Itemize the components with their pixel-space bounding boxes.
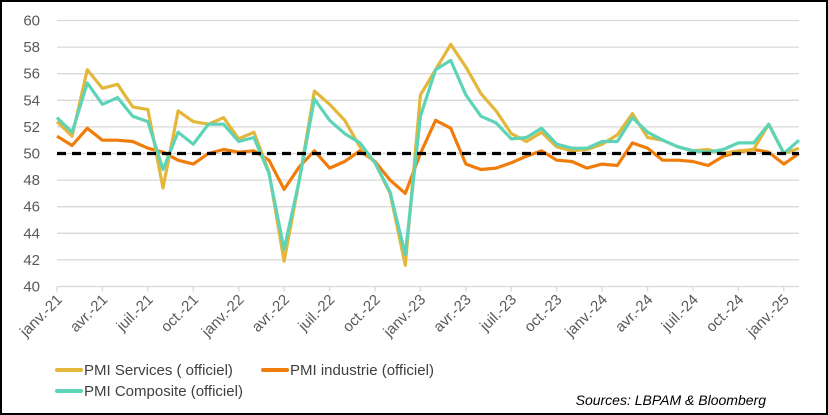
y-tick-label: 54 — [23, 92, 40, 109]
x-tick-label: avr.-24 — [612, 291, 656, 335]
x-tick-label: oct.-21 — [158, 291, 202, 335]
x-tick-label: oct.-24 — [703, 291, 747, 335]
x-tick-label: juil.-23 — [476, 291, 520, 335]
x-tick-label: janv.-21 — [16, 291, 66, 341]
x-tick-label: juil.-24 — [658, 291, 702, 335]
legend: PMI Services ( officiel) PMI industrie (o… — [55, 362, 434, 400]
x-tick-label: avr.-23 — [430, 291, 474, 335]
series-lines — [55, 42, 801, 267]
x-tick-label: oct.-22 — [339, 291, 383, 335]
x-tick-label: oct.-23 — [521, 291, 565, 335]
x-tick-label: janv.-23 — [380, 291, 430, 341]
x-tick-label: avr.-22 — [249, 291, 293, 335]
y-tick-label: 42 — [23, 252, 40, 269]
x-tick-label: juil.-22 — [294, 291, 338, 335]
x-tick-label: janv.-22 — [198, 291, 248, 341]
y-tick-label: 60 — [23, 13, 40, 30]
y-tick-label: 52 — [23, 119, 40, 136]
y-tick-label: 48 — [23, 172, 40, 189]
series-line-2 — [55, 58, 801, 257]
legend-label: PMI Services ( officiel) — [84, 362, 233, 379]
series-line-1 — [56, 118, 800, 195]
legend-label: PMI Composite (officiel) — [84, 383, 243, 400]
x-tick-label: avr.-21 — [67, 291, 111, 335]
y-tick-label: 56 — [23, 66, 40, 83]
y-tick-label: 50 — [23, 146, 40, 163]
y-tick-label: 58 — [23, 39, 40, 56]
x-tick-label: janv.-25 — [743, 291, 793, 341]
source-note: Sources: LBPAM & Bloomberg — [576, 392, 767, 408]
y-tick-label: 46 — [23, 199, 40, 216]
y-tick-label: 40 — [23, 279, 40, 296]
legend-label: PMI industrie (officiel) — [290, 362, 434, 379]
x-tick-label: janv.-24 — [561, 291, 611, 341]
x-tick-label: juil.-21 — [113, 291, 157, 335]
y-axis-ticks: 40 42 44 46 48 50 52 54 56 58 60 — [23, 13, 40, 296]
y-tick-label: 44 — [23, 225, 40, 242]
